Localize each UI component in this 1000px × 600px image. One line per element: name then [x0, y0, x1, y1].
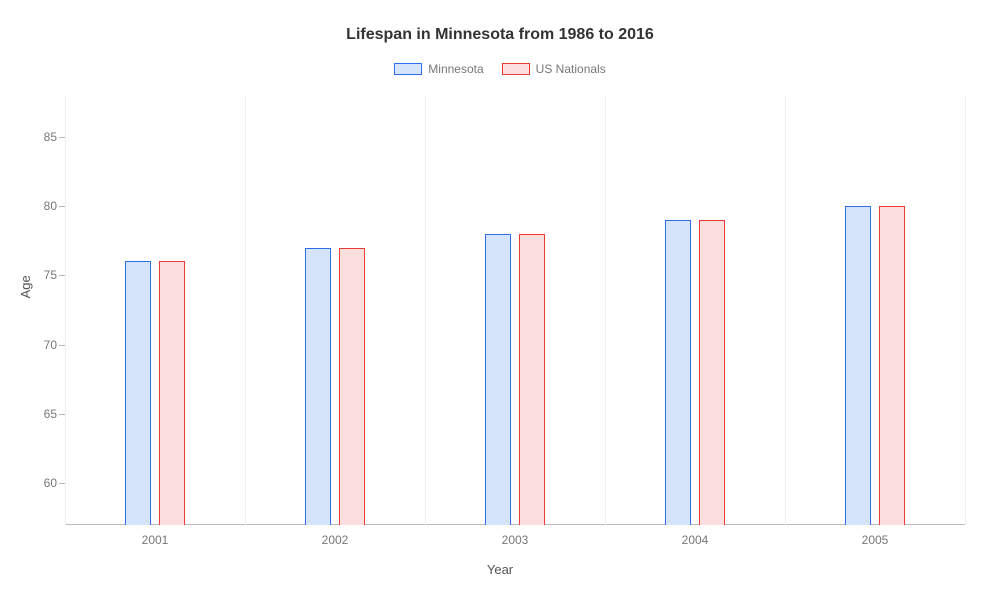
x-axis-title: Year: [0, 562, 1000, 577]
gridline-vertical: [965, 95, 966, 525]
y-tick-label: 80: [17, 199, 57, 213]
y-tick-label: 65: [17, 407, 57, 421]
bar[interactable]: [699, 220, 725, 525]
y-tick-label: 75: [17, 268, 57, 282]
chart-container: Lifespan in Minnesota from 1986 to 2016 …: [0, 0, 1000, 600]
x-tick-label: 2002: [322, 533, 349, 547]
bar[interactable]: [305, 248, 331, 525]
bar[interactable]: [159, 261, 185, 525]
gridline-vertical: [425, 95, 426, 525]
legend-label: US Nationals: [536, 62, 606, 76]
bar[interactable]: [845, 206, 871, 525]
legend-label: Minnesota: [428, 62, 483, 76]
x-tick-label: 2005: [862, 533, 889, 547]
gridline-vertical: [605, 95, 606, 525]
gridline-vertical: [245, 95, 246, 525]
y-tick-label: 70: [17, 338, 57, 352]
legend-swatch-us-nationals: [502, 63, 530, 75]
bar[interactable]: [665, 220, 691, 525]
plot-canvas: 60657075808520012002200320042005: [65, 95, 965, 525]
bar[interactable]: [125, 261, 151, 525]
legend-item-us-nationals[interactable]: US Nationals: [502, 62, 606, 76]
gridline-vertical: [785, 95, 786, 525]
bar[interactable]: [879, 206, 905, 525]
plot-area: 60657075808520012002200320042005: [65, 95, 965, 525]
x-tick-label: 2001: [142, 533, 169, 547]
bar[interactable]: [519, 234, 545, 525]
legend-item-minnesota[interactable]: Minnesota: [394, 62, 483, 76]
x-tick-label: 2003: [502, 533, 529, 547]
legend-swatch-minnesota: [394, 63, 422, 75]
bar[interactable]: [339, 248, 365, 525]
x-tick-label: 2004: [682, 533, 709, 547]
bar[interactable]: [485, 234, 511, 525]
legend: Minnesota US Nationals: [0, 62, 1000, 76]
y-tick-label: 60: [17, 476, 57, 490]
chart-title: Lifespan in Minnesota from 1986 to 2016: [0, 0, 1000, 44]
y-tick-label: 85: [17, 130, 57, 144]
gridline-vertical: [65, 95, 66, 525]
